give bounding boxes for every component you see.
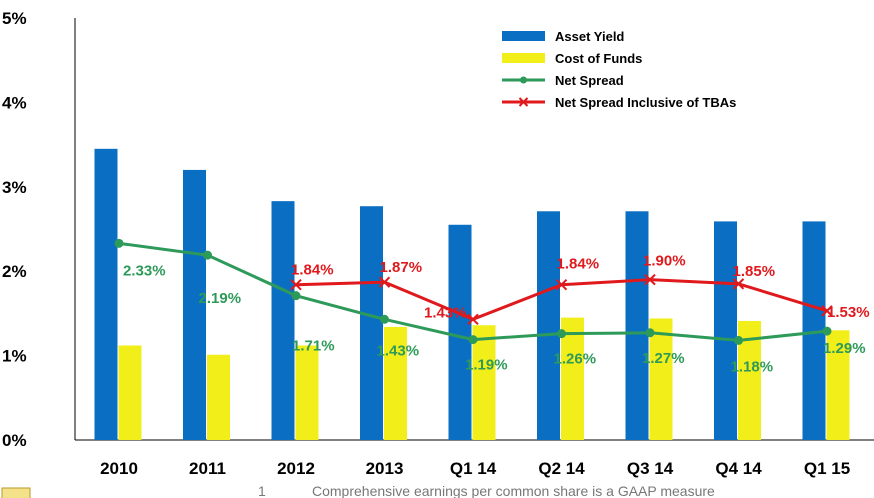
point-net-spread — [645, 328, 655, 338]
bar-cost-of-funds — [738, 320, 761, 440]
bar-cost-of-funds — [472, 325, 496, 440]
bar-cost-of-funds — [826, 330, 850, 440]
data-label-net-spread-inclusive-of-tbas: 1.53% — [827, 304, 870, 321]
bars-layer — [94, 148, 850, 441]
data-label-net-spread: 2.33% — [123, 262, 166, 279]
legend: Asset Yield Cost of Funds Net Spread Net Sp… — [502, 29, 736, 110]
data-label-net-spread-inclusive-of-tbas: 1.84% — [291, 262, 334, 279]
bar-cost-of-funds — [118, 345, 142, 440]
point-net-spread-inclusive-of-tbas — [378, 276, 391, 288]
x-tick-label: Q1 14 — [450, 459, 497, 478]
x-tick-label: 2012 — [277, 459, 315, 478]
footnote-number: 1 — [258, 483, 266, 498]
data-label-net-spread: 1.27% — [642, 350, 685, 367]
data-label-net-spread-inclusive-of-tbas: 1.43% — [424, 304, 467, 321]
point-net-spread-inclusive-of-tbas — [290, 278, 302, 291]
footnote-text: Comprehensive earnings per common share … — [312, 483, 715, 498]
x-tick-label: Q2 14 — [538, 459, 585, 478]
data-label-net-spread-inclusive-of-tbas: 1.85% — [733, 263, 776, 280]
point-net-spread — [468, 335, 478, 345]
legend-swatch-cost-of-funds — [502, 53, 545, 63]
legend-swatch-net-spread-inclusive-of-tbas — [502, 97, 545, 107]
bar-asset-yield — [183, 169, 206, 441]
bar-cost-of-funds — [384, 326, 407, 440]
data-label-net-spread: 2.19% — [199, 290, 242, 307]
data-label-net-spread: 1.26% — [554, 351, 597, 368]
y-tick-label: 3% — [2, 178, 27, 197]
data-label-net-spread: 1.18% — [731, 358, 774, 375]
bar-asset-yield — [271, 201, 295, 440]
y-tick-label: 0% — [2, 431, 27, 450]
bar-asset-yield — [360, 206, 383, 440]
x-tick-label: Q4 14 — [715, 459, 762, 478]
point-net-spread — [114, 238, 124, 248]
legend-label-net-spread-inclusive-of-tbas: Net Spread Inclusive of TBAs — [555, 95, 736, 110]
legend-swatch-net-spread — [502, 76, 545, 84]
point-net-spread — [557, 329, 566, 339]
footnote-logo-icon — [1, 487, 31, 498]
legend-label-net-spread: Net Spread — [555, 73, 624, 88]
bar-cost-of-funds — [207, 354, 230, 440]
labels-layer: 2.33% 2.19% 1.71% 1.43% 1.19% 1.26% 1.27% 1.18%… — [123, 253, 870, 376]
point-net-spread-inclusive-of-tbas — [821, 305, 833, 317]
point-net-spread — [203, 250, 212, 260]
y-tick-label: 5% — [2, 9, 27, 28]
data-label-net-spread: 1.71% — [292, 338, 335, 355]
point-net-spread-inclusive-of-tbas — [644, 273, 656, 286]
bar-cost-of-funds — [295, 345, 319, 440]
x-tick-label: 2010 — [100, 459, 138, 478]
bar-cost-of-funds — [561, 317, 584, 440]
axis-layer: 0% 1% 2% 3% 4% 5% 2010 2011 2012 2013 Q1 14 Q2 14 Q3… — [2, 9, 874, 478]
x-tick-label: 2013 — [366, 459, 404, 478]
bar-asset-yield — [625, 211, 649, 440]
data-label-net-spread: 1.43% — [377, 342, 420, 359]
lines-layer — [114, 238, 833, 345]
point-net-spread — [822, 326, 832, 336]
legend-label-asset-yield: Asset Yield — [555, 29, 624, 44]
bar-asset-yield — [802, 221, 826, 440]
x-tick-label: Q3 14 — [627, 459, 674, 478]
x-tick-label: Q1 15 — [804, 459, 850, 478]
data-label-net-spread: 1.19% — [465, 357, 508, 374]
bar-asset-yield — [94, 148, 118, 440]
point-net-spread — [291, 291, 301, 301]
point-net-spread-inclusive-of-tbas — [732, 278, 745, 290]
legend-label-cost-of-funds: Cost of Funds — [555, 51, 642, 66]
data-label-net-spread-inclusive-of-tbas: 1.84% — [557, 256, 600, 273]
y-tick-label: 1% — [2, 347, 27, 366]
point-net-spread-inclusive-of-tbas — [467, 313, 479, 326]
y-tick-label: 4% — [2, 93, 27, 112]
data-label-net-spread: 1.29% — [823, 340, 866, 357]
bar-cost-of-funds — [649, 318, 673, 440]
x-tick-label: 2011 — [189, 459, 226, 478]
legend-swatch-asset-yield — [502, 31, 545, 41]
point-net-spread — [380, 314, 389, 324]
footnote: 1 Comprehensive earnings per common shar… — [1, 483, 715, 498]
bar-asset-yield — [448, 224, 472, 440]
data-label-net-spread-inclusive-of-tbas: 1.87% — [380, 259, 423, 276]
bar-asset-yield — [537, 211, 560, 440]
y-tick-label: 2% — [2, 262, 27, 281]
data-label-net-spread-inclusive-of-tbas: 1.90% — [643, 253, 686, 270]
point-net-spread-inclusive-of-tbas — [555, 278, 568, 291]
point-net-spread — [734, 335, 743, 345]
bar-asset-yield — [714, 221, 737, 440]
